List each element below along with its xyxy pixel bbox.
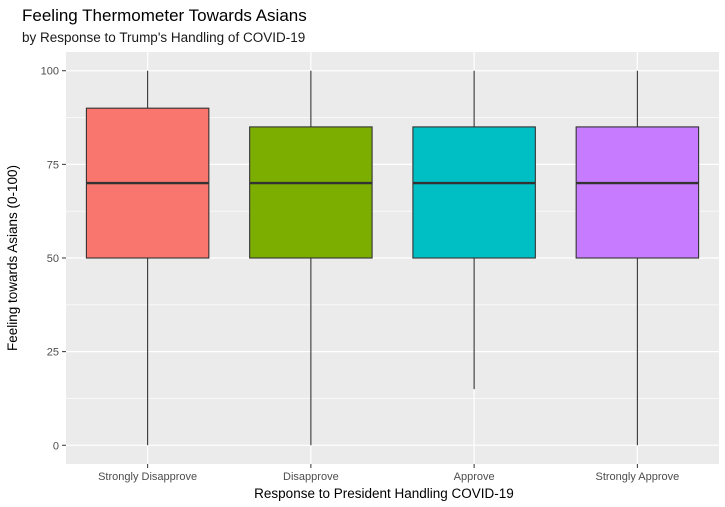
x-axis: Strongly Disapprove Disapprove Approve Stro… [98, 464, 679, 483]
x-tick-label: Strongly Approve [595, 471, 679, 483]
y-tick-label: 0 [53, 440, 59, 452]
y-axis-title: Feeling towards Asians (0-100) [5, 165, 20, 351]
y-tick-label: 75 [47, 159, 59, 171]
x-tick-label: Approve [454, 471, 495, 483]
box-strongly-approve [575, 70, 700, 446]
y-axis: 0 25 50 75 100 [41, 66, 66, 452]
y-tick-label: 50 [47, 253, 59, 265]
x-tick-label: Strongly Disapprove [98, 471, 197, 483]
chart-title: Feeling Thermometer Towards Asians [22, 6, 307, 25]
box-disapprove [249, 70, 373, 446]
chart-subtitle: by Response to Trump's Handling of COVID… [22, 30, 305, 45]
box-approve [412, 70, 536, 390]
boxes [85, 70, 700, 446]
box-body [249, 126, 373, 259]
y-tick-label: 100 [41, 66, 59, 78]
box-body [575, 126, 700, 259]
x-axis-title: Response to President Handling COVID-19 [254, 486, 514, 501]
x-tick-label: Disapprove [283, 471, 339, 483]
box-strongly-disapprove [85, 70, 210, 446]
box-body [412, 126, 536, 259]
y-tick-label: 25 [47, 347, 59, 359]
